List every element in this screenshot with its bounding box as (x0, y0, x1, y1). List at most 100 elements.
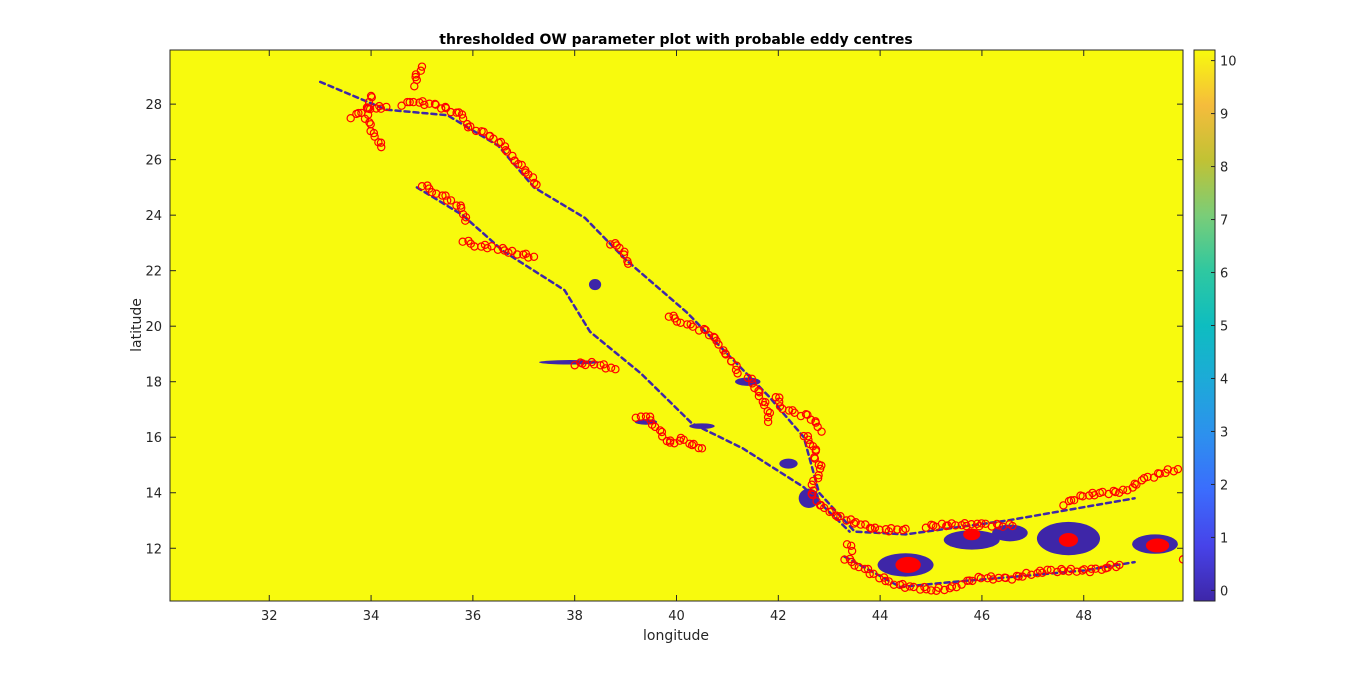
eddy-centre-marker (446, 107, 455, 117)
eddy-centre-marker (1115, 560, 1124, 570)
eddy-centre-marker (479, 127, 488, 136)
eddy-centre-marker (612, 241, 621, 250)
eddy-centre-marker (811, 418, 821, 427)
eddy-centre-marker (943, 521, 952, 530)
eddy-centre-marker (631, 413, 640, 422)
x-tick-label: 36 (465, 609, 482, 624)
eddy-centre-marker (775, 393, 784, 402)
eddy-centre-marker (973, 519, 982, 529)
eddy-centre-marker (893, 525, 902, 534)
eddy-centre-marker (1118, 485, 1128, 494)
colorbar-tick-label: 3 (1220, 425, 1228, 440)
eddy-centre-marker (1090, 491, 1099, 500)
x-axis-ticks: 32 34 36 38 40 42 44 46 48 (261, 50, 1092, 624)
eddy-centre-marker (831, 511, 841, 520)
eddy-centre-cluster (1058, 532, 1079, 547)
eddy-centre-marker (686, 320, 695, 329)
eddy-centre-marker (922, 585, 931, 594)
eddy-centre-marker (815, 464, 825, 474)
eddy-centre-marker (863, 564, 873, 574)
eddy-centre-cluster (895, 556, 921, 573)
eddy-centre-marker (951, 521, 960, 530)
eddy-centre-marker (790, 408, 799, 417)
feature-streak (415, 186, 851, 533)
eddy-centre-marker (1064, 567, 1074, 576)
eddy-centre-marker (840, 555, 849, 564)
eddy-centre-marker (820, 503, 829, 513)
eddy-centre-marker (589, 360, 599, 369)
eddy-centre-marker (441, 191, 450, 200)
eddy-centre-marker (865, 569, 874, 579)
eddy-centre-marker (1057, 564, 1066, 574)
x-axis-label: longitude (643, 628, 709, 644)
eddy-centre-marker (810, 454, 820, 463)
eddy-centre-marker (508, 151, 517, 161)
eddy-centre-marker (743, 373, 753, 382)
eddy-centre-marker (881, 576, 890, 586)
eddy-centre-marker (528, 173, 538, 182)
eddy-centre-marker (611, 365, 620, 374)
eddy-centre-marker (1027, 570, 1036, 580)
eddy-centre-marker (457, 110, 467, 119)
eddy-centre-marker (452, 201, 461, 210)
x-tick-label: 46 (974, 609, 991, 624)
eddy-centre-marker (937, 519, 947, 529)
eddy-centre-marker (905, 582, 915, 591)
eddy-centre-marker (501, 145, 510, 155)
eddy-centre-marker (887, 524, 896, 533)
eddy-centre-marker (842, 516, 851, 525)
eddy-centre-marker (443, 196, 452, 205)
eddy-centre-marker (748, 379, 757, 388)
eddy-centre-marker (788, 406, 797, 415)
y-tick-label: 12 (145, 542, 162, 557)
eddy-centre-marker (763, 407, 772, 416)
eddy-centre-marker (947, 582, 957, 591)
eddy-centre-marker (1078, 566, 1087, 575)
eddy-centre-marker (683, 320, 692, 329)
x-tick-label: 34 (363, 609, 380, 624)
eddy-centre-marker (763, 413, 773, 422)
eddy-centre-marker (438, 191, 447, 200)
eddy-centre-marker (416, 66, 425, 75)
colorbar-ticks: 0 1 2 3 4 5 6 7 8 9 10 (1211, 55, 1237, 599)
x-tick-label: 48 (1075, 609, 1092, 624)
eddy-centre-marker (411, 72, 420, 82)
eddy-centre-marker (804, 435, 813, 444)
eddy-centre-marker (599, 360, 609, 369)
eddy-centre-marker (1072, 567, 1081, 576)
eddy-centre-marker (1001, 573, 1011, 583)
colorbar-tick-label: 10 (1220, 55, 1237, 70)
eddy-centre-marker (461, 213, 471, 222)
eddy-centre-marker (727, 357, 736, 366)
eddy-centre-marker (461, 216, 470, 225)
eddy-centre-marker (817, 427, 826, 436)
eddy-centre-marker (405, 97, 414, 107)
eddy-centre-marker (500, 142, 510, 151)
eddy-centre-marker (1111, 487, 1120, 497)
eddy-centre-marker (367, 93, 376, 102)
eddy-centre-marker (645, 412, 655, 421)
eddy-centre-marker (901, 524, 910, 534)
eddy-centre-marker (854, 562, 864, 572)
eddy-centre-marker (1078, 492, 1087, 501)
eddy-centre-marker (847, 546, 857, 556)
colorbar-tick-label: 6 (1220, 267, 1228, 282)
eddy-centre-marker (976, 574, 986, 583)
eddy-centre-marker (1091, 564, 1100, 573)
eddy-centre-marker (803, 432, 813, 441)
eddy-centre-marker (427, 187, 437, 197)
eddy-centre-marker (1163, 465, 1173, 474)
eddy-centre-marker (694, 443, 703, 453)
x-tick-label: 32 (261, 609, 278, 624)
x-tick-label: 40 (668, 609, 685, 624)
eddy-centre-marker (754, 391, 764, 401)
eddy-centre-marker (530, 178, 539, 188)
eddy-centre-marker (813, 474, 823, 483)
colorbar-tick-label: 4 (1220, 372, 1228, 387)
eddy-centre-marker (646, 416, 655, 425)
eddy-centre-marker (357, 108, 366, 118)
x-tick-label: 38 (566, 609, 583, 624)
eddy-centre-marker (431, 100, 440, 109)
eddy-centre-marker (754, 386, 763, 396)
eddy-centre-marker (409, 97, 418, 107)
